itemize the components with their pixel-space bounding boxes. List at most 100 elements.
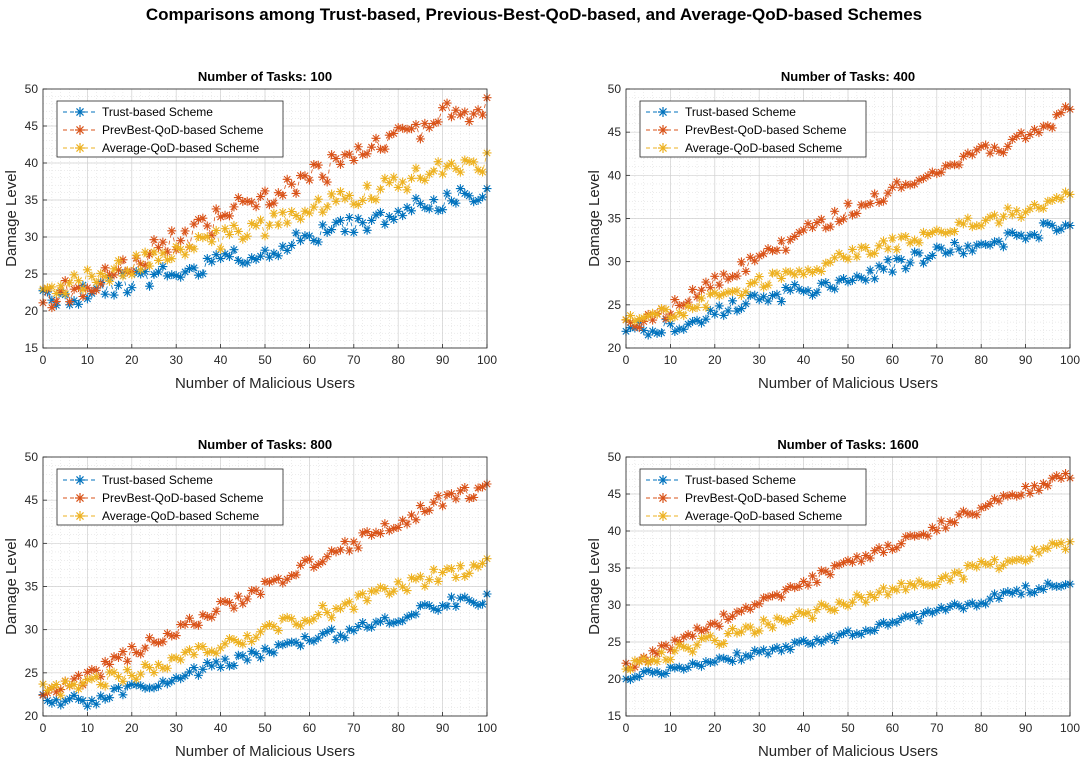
data-point bbox=[340, 227, 350, 237]
data-point bbox=[963, 599, 973, 609]
data-point bbox=[393, 523, 403, 532]
data-point bbox=[719, 269, 729, 279]
data-point bbox=[198, 233, 208, 243]
data-point bbox=[207, 231, 217, 241]
x-axis-label: Number of Malicious Users bbox=[758, 375, 938, 392]
data-point bbox=[830, 605, 840, 615]
data-point bbox=[941, 161, 951, 171]
data-point bbox=[56, 286, 66, 296]
data-point bbox=[1034, 548, 1044, 558]
data-point bbox=[478, 482, 488, 492]
legend-entry: Trust-based Scheme bbox=[102, 473, 213, 487]
legend-entry: Trust-based Scheme bbox=[685, 473, 796, 487]
data-point bbox=[1043, 543, 1053, 553]
data-point bbox=[932, 169, 942, 179]
data-point bbox=[220, 249, 230, 259]
data-point bbox=[74, 694, 84, 704]
data-point bbox=[781, 585, 791, 595]
data-point bbox=[171, 242, 181, 252]
data-point bbox=[322, 177, 332, 187]
data-point bbox=[269, 575, 279, 585]
data-point bbox=[958, 219, 968, 229]
data-point bbox=[657, 669, 667, 679]
data-point bbox=[113, 653, 123, 663]
data-point bbox=[424, 123, 434, 133]
data-point bbox=[398, 582, 408, 592]
data-point bbox=[679, 642, 689, 652]
data-point bbox=[460, 188, 470, 198]
data-point bbox=[665, 645, 675, 655]
data-point bbox=[785, 582, 795, 592]
data-point bbox=[750, 628, 760, 638]
x-tick-label: 80 bbox=[392, 353, 406, 367]
data-point bbox=[122, 656, 132, 666]
data-point bbox=[398, 211, 408, 221]
data-point bbox=[429, 166, 439, 176]
data-point bbox=[309, 562, 319, 572]
data-point bbox=[473, 483, 483, 493]
data-point bbox=[451, 573, 461, 583]
data-point bbox=[790, 231, 800, 241]
data-point bbox=[847, 597, 857, 607]
data-point bbox=[896, 254, 906, 264]
data-point bbox=[879, 196, 889, 206]
data-point bbox=[785, 285, 795, 295]
data-point bbox=[180, 620, 190, 630]
data-point bbox=[171, 270, 181, 280]
data-point bbox=[648, 668, 658, 678]
data-point bbox=[1061, 102, 1071, 112]
data-point bbox=[963, 148, 973, 158]
data-point bbox=[670, 312, 680, 322]
data-point bbox=[816, 266, 826, 276]
data-point bbox=[856, 556, 866, 566]
x-tick-label: 0 bbox=[40, 353, 47, 367]
data-point bbox=[883, 590, 893, 600]
data-point bbox=[269, 208, 279, 218]
data-point bbox=[433, 576, 443, 586]
data-point bbox=[670, 635, 680, 645]
data-point bbox=[238, 639, 248, 649]
data-point bbox=[883, 255, 893, 265]
data-point bbox=[825, 605, 835, 615]
data-point bbox=[821, 601, 831, 611]
data-point bbox=[887, 267, 897, 277]
data-point bbox=[189, 663, 199, 673]
data-point bbox=[264, 577, 274, 587]
data-point bbox=[879, 264, 889, 274]
data-point bbox=[455, 486, 465, 496]
data-point bbox=[349, 537, 359, 547]
data-point bbox=[719, 653, 729, 663]
data-point bbox=[892, 585, 902, 595]
data-point bbox=[189, 620, 199, 630]
data-point bbox=[149, 683, 159, 693]
data-point bbox=[353, 543, 363, 553]
data-point bbox=[843, 555, 853, 565]
data-point bbox=[941, 248, 951, 258]
data-point bbox=[247, 646, 257, 656]
data-point bbox=[429, 195, 439, 205]
data-point bbox=[754, 251, 764, 261]
data-point bbox=[256, 192, 266, 202]
data-point bbox=[140, 267, 150, 277]
data-point bbox=[478, 167, 488, 177]
data-point bbox=[100, 656, 110, 666]
subplot-3: 0 10 20 30 40 50 60 70 80 90 100 20 25 30 35 40 45 50 Numb… bbox=[3, 437, 497, 760]
data-point bbox=[242, 631, 252, 641]
data-point bbox=[162, 271, 172, 281]
y-tick-label: 50 bbox=[25, 82, 39, 96]
data-point bbox=[296, 621, 306, 631]
data-point bbox=[941, 228, 951, 238]
data-point bbox=[105, 693, 115, 703]
data-point bbox=[683, 629, 693, 639]
data-point bbox=[375, 529, 385, 539]
data-point bbox=[861, 200, 871, 210]
data-point bbox=[688, 316, 698, 326]
data-point bbox=[896, 183, 906, 193]
data-point bbox=[843, 626, 853, 636]
data-point bbox=[750, 645, 760, 655]
data-point bbox=[790, 280, 800, 290]
data-point bbox=[728, 296, 738, 306]
data-point bbox=[198, 664, 208, 674]
y-tick-label: 15 bbox=[25, 341, 39, 355]
data-point bbox=[424, 204, 434, 214]
